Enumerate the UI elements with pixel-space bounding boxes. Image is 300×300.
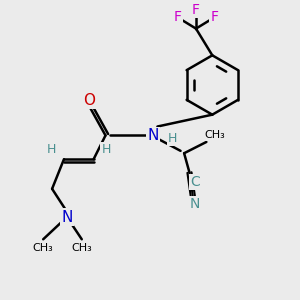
Text: N: N: [61, 209, 73, 224]
Text: N: N: [189, 197, 200, 211]
Text: F: F: [210, 10, 218, 24]
Text: CH₃: CH₃: [71, 243, 92, 253]
Text: F: F: [192, 3, 200, 17]
Text: CH₃: CH₃: [204, 130, 225, 140]
Text: O: O: [83, 93, 95, 108]
Text: F: F: [174, 10, 182, 24]
Text: H: H: [168, 133, 178, 146]
Text: C: C: [190, 175, 200, 189]
Text: H: H: [47, 143, 56, 156]
Text: CH₃: CH₃: [33, 243, 54, 253]
Text: N: N: [147, 128, 159, 143]
Text: H: H: [101, 143, 111, 156]
